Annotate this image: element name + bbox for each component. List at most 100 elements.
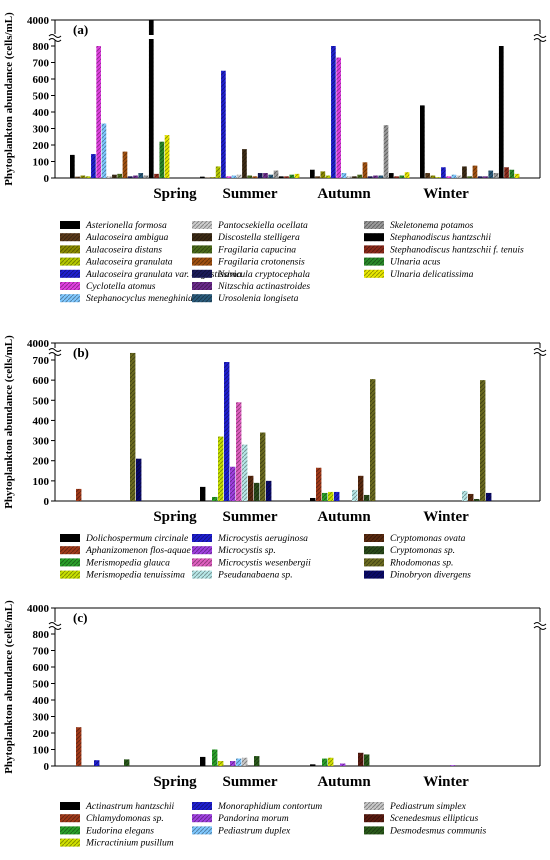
y-tick-label: 200 [33, 140, 50, 152]
panel-a: 0 100 200 300 400 500 600 700 800 4000 Phytoplankt… [3, 12, 547, 304]
bar-hatch [106, 176, 112, 178]
bar-hatch [322, 758, 328, 766]
legend-label: Pediastrum simplex [389, 801, 467, 812]
bar-hatch [486, 492, 492, 501]
axis-break-mark [533, 34, 547, 38]
axis-break-gap [49, 34, 61, 40]
legend-swatch-hatch [60, 233, 80, 242]
bar-hatch [212, 749, 218, 766]
bar-hatch [294, 173, 300, 178]
legend-label: Cryptomonas ovata [390, 533, 466, 544]
bar-hatch [278, 176, 284, 178]
bar-hatch [159, 141, 165, 178]
legend-swatch-hatch [60, 838, 80, 847]
bar-hatch [236, 174, 242, 178]
bar-hatch [341, 173, 347, 178]
legend-swatch-hatch [60, 546, 80, 555]
legend-label: Stephanocyclus meneghinianus [86, 293, 206, 304]
bar-hatch [212, 496, 218, 501]
bar-hatch [242, 149, 247, 178]
legend-label: Pseudanabaena sp. [217, 570, 293, 581]
bar-hatch [373, 175, 378, 178]
legend-swatch-hatch [364, 269, 384, 278]
axis-break-mark [48, 34, 62, 38]
season-label: Spring [153, 774, 197, 790]
bar-hatch [70, 154, 75, 178]
bar-hatch [94, 760, 100, 766]
legend-label: Micractinium pusillum [85, 838, 174, 849]
legend-swatch-hatch [364, 245, 384, 254]
bar-hatch [154, 173, 159, 178]
legend-label: Cyclotella atomus [86, 281, 156, 292]
bar-hatch [362, 162, 368, 178]
bar-hatch [446, 176, 451, 178]
panels: 01002003004005006007008004000Phytoplankt… [3, 12, 547, 849]
axis-break-mark [48, 352, 62, 356]
axis-break-gap [534, 348, 546, 354]
bar-hatch [358, 475, 364, 501]
bar-hatch [367, 176, 373, 178]
axis-break-mark [48, 622, 62, 626]
bar-hatch [252, 176, 258, 178]
axis-break-mark [48, 348, 62, 352]
bar-hatch [242, 444, 248, 501]
bar-hatch [325, 175, 331, 178]
bar-hatch [498, 46, 504, 178]
bar-hatch [236, 758, 242, 766]
bar-hatch [456, 175, 462, 178]
season-label: Winter [423, 774, 469, 790]
y-tick-label: 4000 [27, 15, 50, 27]
panel-c: 0 100 200 300 400 500 600 700 800 4000 Phytoplankt… [3, 600, 547, 849]
bar-hatch [263, 173, 268, 178]
legend-swatch-hatch [364, 546, 384, 555]
legend-label: Merismopedia tenuissima [85, 570, 185, 581]
season-label: Autumn [317, 186, 371, 202]
bar-hatch [242, 757, 248, 766]
legend-label: Aulacoseira granulata [85, 257, 173, 268]
bar-hatch [370, 379, 376, 501]
season-label: Winter [423, 509, 469, 525]
legend-swatch-hatch [364, 221, 384, 229]
bar-hatch [462, 490, 468, 501]
y-tick-label: 0 [44, 173, 50, 185]
season-label: Summer [223, 186, 278, 202]
y-tick-label: 700 [33, 58, 50, 70]
legend-swatch-hatch [364, 802, 384, 810]
legend-swatch-hatch [60, 269, 80, 278]
legend-swatch-hatch [192, 570, 212, 579]
bar-hatch [474, 498, 480, 501]
panel-label: (c) [73, 610, 87, 625]
bar-hatch [364, 494, 370, 501]
legend-swatch-hatch [60, 826, 80, 835]
bar-hatch [247, 175, 253, 178]
y-tick-label: 0 [44, 761, 50, 773]
bar-hatch [310, 764, 316, 766]
legend-swatch-hatch [60, 534, 80, 542]
bar-hatch [127, 176, 133, 178]
bar-hatch [320, 171, 326, 178]
legend-swatch-hatch [192, 826, 212, 835]
legend-swatch-hatch [192, 802, 212, 810]
bar-hatch [488, 170, 494, 178]
bar-hatch [420, 105, 425, 178]
axis-break-gap [49, 348, 61, 354]
bar-hatch [138, 173, 144, 178]
bar-hatch [117, 173, 123, 178]
bar-hatch [268, 174, 274, 178]
season-label: Summer [223, 509, 278, 525]
legend-label: Scenedesmus ellipticus [390, 813, 478, 824]
bar-hatch [210, 177, 216, 178]
bar-hatch [230, 466, 236, 501]
legend-swatch-hatch [192, 814, 212, 823]
legend-label: Aulacoseira granulata var. angustissima [85, 269, 242, 280]
season-label: Winter [423, 186, 469, 202]
y-tick-label: 300 [33, 712, 50, 724]
legend-swatch-hatch [364, 814, 384, 823]
bar-hatch [254, 756, 260, 766]
bar-hatch [480, 380, 486, 501]
bar-hatch [221, 70, 226, 178]
legend-swatch-hatch [60, 814, 80, 823]
legend-swatch-hatch [192, 245, 212, 254]
season-label: Summer [223, 774, 278, 790]
bar-hatch [357, 174, 363, 178]
